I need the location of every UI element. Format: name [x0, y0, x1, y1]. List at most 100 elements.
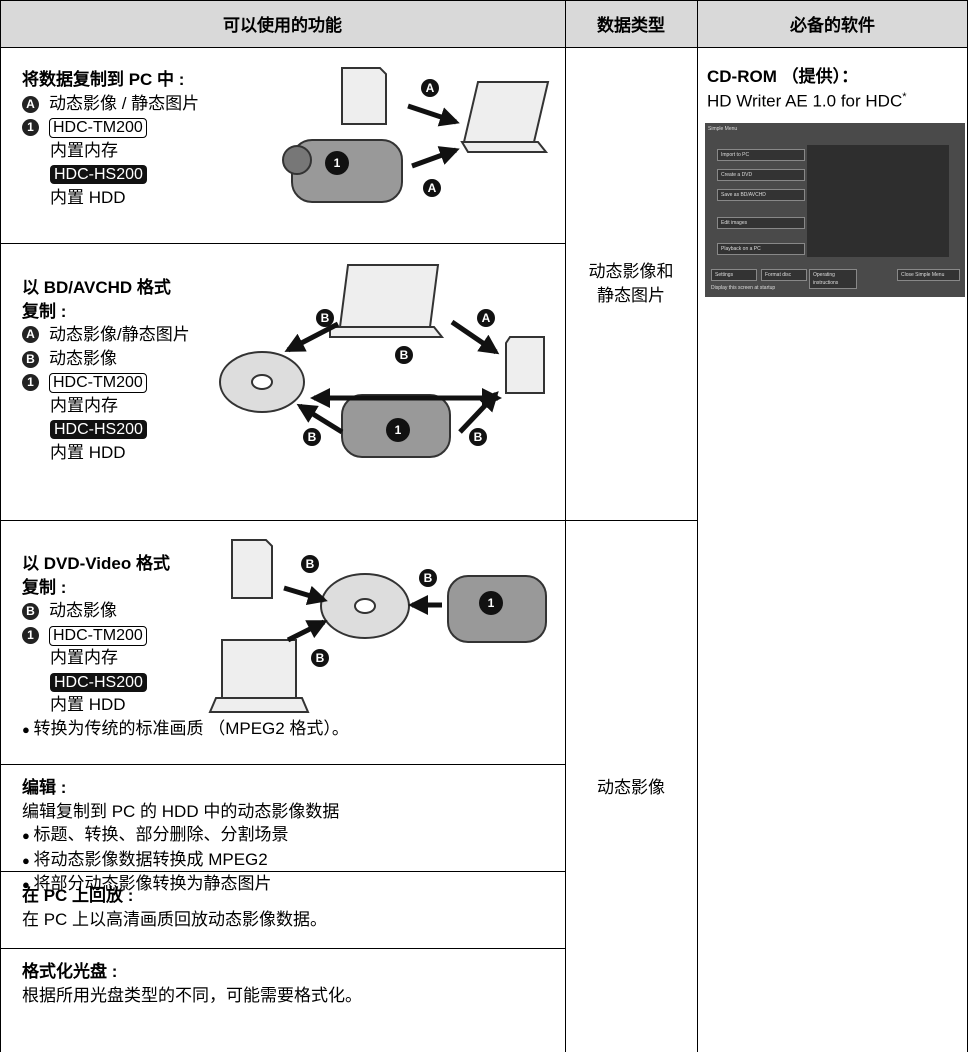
description: 编辑复制到 PC 的 HDD 中的动态影像数据 [22, 801, 340, 821]
checkbox-label[interactable]: Display this screen at startup [711, 285, 776, 291]
line: 内置 HDD [50, 695, 126, 714]
camcorder-lens [282, 145, 312, 175]
bottom-button[interactable]: Settings [711, 269, 757, 281]
cell: 以 BD/AVCHD 格式 复制 : A 动态影像/静态图片 B 动态影像 1 HDC… [22, 276, 219, 464]
row-title: 以 DVD-Video 格式 [22, 554, 170, 573]
bottom-button[interactable]: Format disc [761, 269, 807, 281]
laptop [460, 81, 550, 153]
line: 内置内存 [50, 140, 118, 160]
diagram-label: A [482, 311, 491, 325]
disc-hole [354, 598, 376, 614]
laptop [329, 264, 445, 338]
footnote-mark: * [902, 91, 907, 103]
menu-button[interactable]: Edit images [717, 217, 805, 229]
marker: A [22, 326, 39, 343]
diagram-label: 1 [488, 596, 495, 610]
text: 静态图片 [597, 286, 665, 305]
arrow [283, 585, 328, 605]
row-title: 格式化光盘 : [22, 962, 118, 981]
line: HDC-HS200 [22, 670, 349, 694]
line: A 动态影像 / 静态图片 [22, 92, 199, 116]
label-badge [395, 346, 413, 364]
diagram-label: B [474, 430, 483, 444]
arrow [296, 403, 344, 435]
diagram-label: A [428, 181, 437, 195]
row-title: 复制 : [22, 301, 67, 321]
menu-button[interactable]: Playback on a PC [717, 243, 805, 255]
bullet: 将部分动态影像转换为静态图片 [22, 872, 339, 897]
diagram-label: B [400, 348, 409, 362]
rule [0, 764, 565, 765]
header-cell: 可以使用的功能 [0, 0, 565, 47]
sd-card [231, 539, 273, 599]
bullet: 将动态影像数据转换成 MPEG2 [22, 848, 339, 873]
marker: 1 [22, 626, 39, 644]
rule [0, 520, 697, 521]
header-text: 必备的软件 [790, 16, 875, 35]
label-badge [325, 151, 349, 175]
line: B 动态影像 [22, 599, 349, 623]
rule [0, 0, 1, 1052]
model-badge: HDC-HS200 [50, 672, 147, 692]
arrow [286, 619, 328, 643]
bottom-button[interactable]: Close Simple Menu [897, 269, 960, 281]
row-title: 复制 : [22, 577, 67, 597]
menu-button[interactable]: Create a DVD [717, 169, 805, 181]
screenshot: Simple Menu Import to PC Create a DVD Sa… [705, 123, 965, 297]
laptop [208, 639, 310, 713]
label-badge [303, 428, 321, 446]
header-text: 可以使用的功能 [223, 16, 342, 35]
line: 内置 HDD [50, 187, 126, 207]
text: 动态影像 [49, 348, 117, 368]
diagram-label: A [426, 81, 435, 95]
label-badge [419, 569, 437, 587]
cell: 格式化光盘 : 根据所用光盘类型的不同，可能需要格式化。 [22, 960, 362, 1007]
label-badge [423, 179, 441, 197]
description: 在 PC 上以高清画质回放动态影像数据。 [22, 909, 328, 929]
arrow [284, 321, 340, 353]
diagram-label: B [308, 430, 317, 444]
marker: 1 [22, 374, 39, 392]
rule [697, 0, 698, 1052]
marker: B [22, 603, 39, 621]
rule [565, 0, 566, 1052]
cell: 在 PC 上回放 : 在 PC 上以高清画质回放动态影像数据。 [22, 884, 327, 931]
label-badge [477, 309, 495, 327]
marker: B [22, 350, 39, 368]
label-badge [311, 649, 329, 667]
software-title: CD-ROM （提供）： [707, 67, 859, 86]
bullet: 转换为传统的标准画质 （MPEG2 格式）。 [22, 717, 349, 742]
software-name: HD Writer AE 1.0 for HDC* [707, 87, 907, 112]
line: 1 HDC-TM200 [22, 370, 219, 394]
arrow [458, 391, 499, 434]
menu-button[interactable]: Save as BD/AVCHD [717, 189, 805, 201]
description: 根据所用光盘类型的不同，可能需要格式化。 [22, 985, 362, 1005]
rule [967, 0, 968, 1052]
text: 动态影像 / 静态图片 [49, 93, 200, 113]
text: 转换为传统的标准画质 （MPEG2 格式）。 [33, 718, 349, 738]
label-badge [386, 418, 410, 442]
text: 将部分动态影像转换为静态图片 [33, 874, 272, 893]
marker: A [22, 95, 39, 113]
model-badge: HDC-HS200 [50, 165, 147, 184]
rule [0, 0, 968, 1]
cell: CD-ROM （提供）： HD Writer AE 1.0 for HDC* [707, 66, 907, 112]
data-type: 动态影像和 静态图片 [565, 260, 697, 308]
arrow [411, 146, 460, 169]
cell: 以 DVD-Video 格式 复制 : B 动态影像 1 HDC-TM200 内置内… [22, 552, 349, 741]
line: HDC-HS200 [22, 417, 219, 441]
text: HD Writer AE 1.0 for HDC [707, 91, 903, 111]
label-badge [469, 428, 487, 446]
menu-button[interactable]: Import to PC [717, 149, 805, 161]
row-title: 编辑 : [22, 778, 67, 797]
model-badge: HDC-TM200 [49, 625, 147, 646]
bottom-button[interactable]: Operating instructions [809, 269, 857, 289]
line: 内置内存 [50, 395, 118, 415]
data-type: 动态影像 [565, 776, 697, 800]
line: B 动态影像 [22, 347, 219, 371]
cell: 将数据复制到 PC 中 : A 动态影像 / 静态图片 1 HDC-TM200 内置… [22, 68, 199, 209]
line: HDC-HS200 [22, 162, 199, 186]
label-badge [479, 591, 503, 615]
